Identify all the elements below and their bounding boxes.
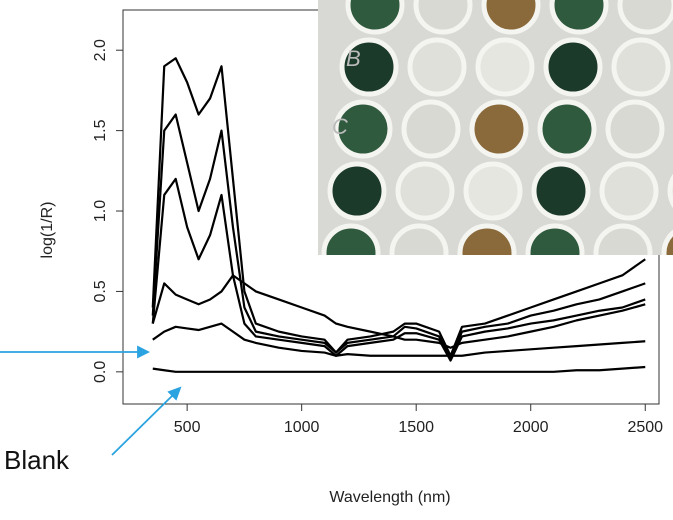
y-tick-label: 0.0 <box>92 361 109 383</box>
well <box>667 173 673 209</box>
x-tick-label: 2500 <box>627 419 663 436</box>
inset-photo: B C <box>318 0 673 255</box>
well <box>661 229 673 255</box>
spectrum-line <box>152 365 646 373</box>
spectrum-line <box>151 57 646 357</box>
well <box>611 37 671 97</box>
well <box>401 99 461 159</box>
well <box>593 223 653 255</box>
well <box>537 99 597 159</box>
well <box>333 99 393 159</box>
spectrum-line <box>151 274 646 349</box>
spectrum-line <box>151 177 646 362</box>
well <box>605 99 665 159</box>
well <box>407 37 467 97</box>
well <box>543 37 603 97</box>
plot-area: 500 1000 1500 2000 2500 0.0 0.5 1.0 1.5 2.0 <box>92 9 663 436</box>
well <box>617 0 673 35</box>
y-tick-label: 2.0 <box>92 39 109 61</box>
spectrum-line <box>152 322 646 357</box>
well <box>549 0 609 35</box>
well <box>339 37 399 97</box>
well <box>321 223 381 255</box>
well <box>327 161 387 221</box>
well <box>345 0 405 35</box>
well <box>395 161 455 221</box>
y-tick-label: 1.5 <box>92 119 109 141</box>
x-tick-label: 2000 <box>513 419 549 436</box>
inset-label: C <box>332 114 348 139</box>
well <box>475 37 535 97</box>
well <box>599 161 659 221</box>
well <box>481 0 541 35</box>
inset-label: B <box>346 46 361 71</box>
x-tick-label: 1000 <box>284 419 320 436</box>
well <box>531 161 591 221</box>
well <box>413 0 473 35</box>
well <box>389 223 449 255</box>
y-tick-label: 1.0 <box>92 200 109 222</box>
annotation: Blank <box>4 445 70 475</box>
spectrum-line <box>151 113 646 361</box>
x-tick-label: 500 <box>174 419 201 436</box>
y-tick-label: 0.5 <box>92 280 109 302</box>
arrows <box>0 345 182 456</box>
well <box>469 99 529 159</box>
well <box>525 223 585 255</box>
well <box>457 223 517 255</box>
x-tick-label: 1500 <box>398 419 434 436</box>
x-axis-label: Wavelength (nm) <box>329 489 450 506</box>
y-axis-label: log(1/R) <box>39 202 56 259</box>
well <box>463 161 523 221</box>
